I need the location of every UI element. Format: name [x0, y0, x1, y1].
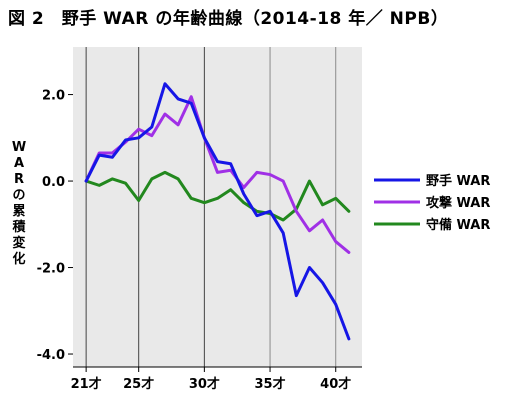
x-tick-label: 35才	[254, 376, 285, 392]
x-tick-label: 30才	[189, 376, 220, 392]
x-tick-label: 40才	[320, 376, 351, 392]
y-tick-label: -2.0	[37, 262, 65, 277]
y-axis-label: WARの累積変化	[11, 140, 27, 267]
x-tick-label: 25才	[123, 376, 154, 392]
y-tick-label: 0.0	[42, 175, 65, 190]
legend-label-2: 守備 WAR	[426, 217, 490, 233]
series-line-0	[84, 82, 351, 341]
series-line-2	[84, 170, 351, 222]
x-tick-label: 21才	[71, 376, 102, 392]
legend-label-0: 野手 WAR	[426, 173, 490, 189]
y-tick-label: -4.0	[37, 348, 65, 363]
plot-background	[73, 47, 362, 367]
chart-title: 図 2 野手 WAR の年齢曲線（2014-18 年／ NPB）	[8, 9, 449, 29]
y-tick-label: 2.0	[42, 89, 65, 104]
legend-label-1: 攻撃 WAR	[426, 195, 490, 211]
